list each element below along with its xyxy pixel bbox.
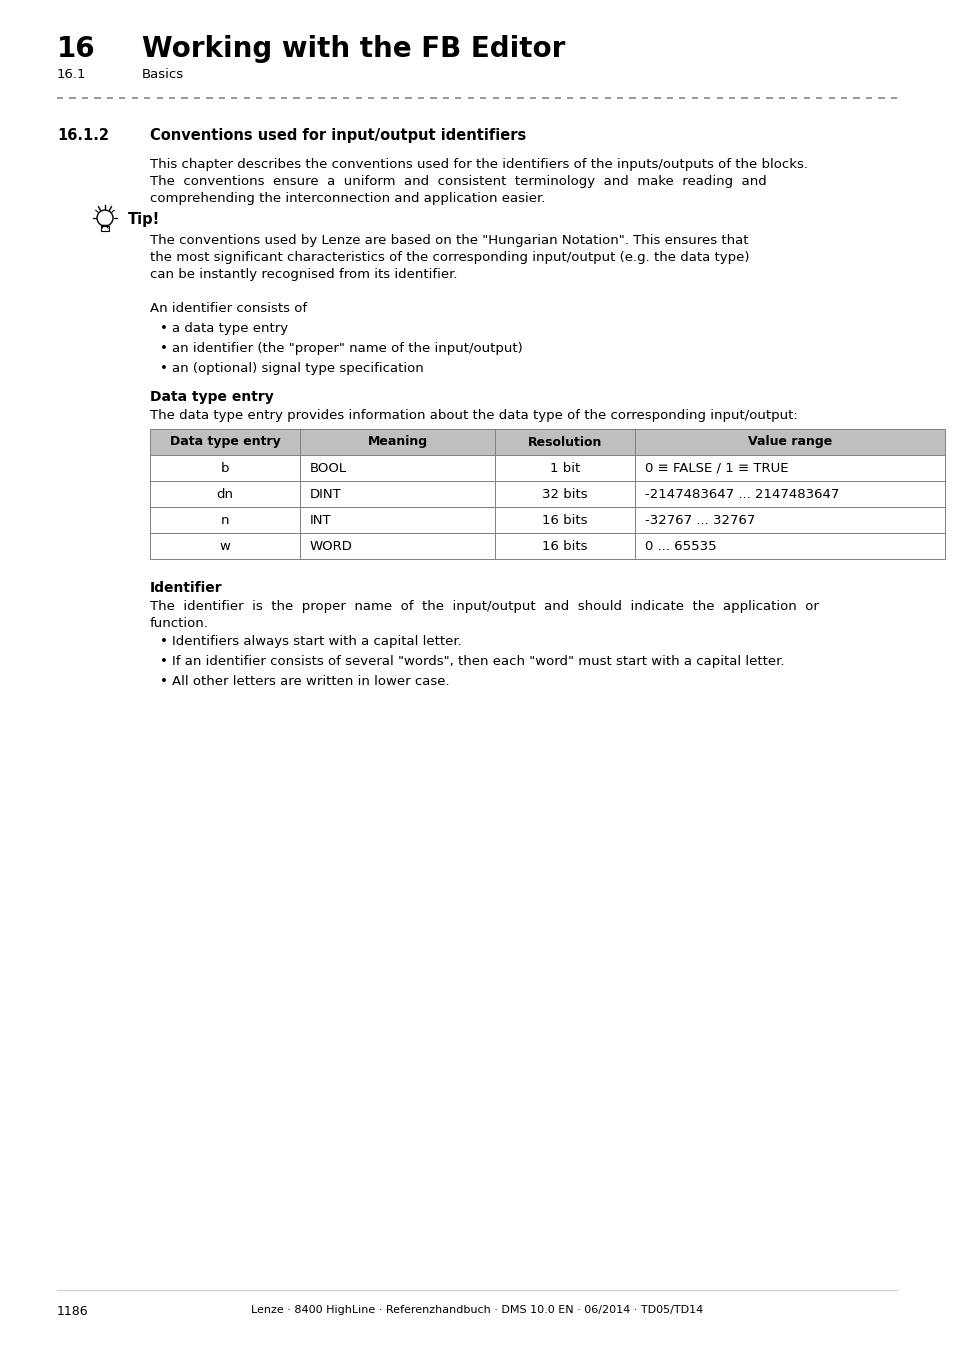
Text: function.: function. <box>150 617 209 630</box>
Text: Conventions used for input/output identifiers: Conventions used for input/output identi… <box>150 128 526 143</box>
Text: a data type entry: a data type entry <box>172 323 288 335</box>
Text: Data type entry: Data type entry <box>170 436 280 448</box>
Text: Identifier: Identifier <box>150 580 222 595</box>
Text: the most significant characteristics of the corresponding input/output (e.g. the: the most significant characteristics of … <box>150 251 749 265</box>
Text: 16 bits: 16 bits <box>541 540 587 552</box>
Text: BOOL: BOOL <box>310 462 347 474</box>
Text: All other letters are written in lower case.: All other letters are written in lower c… <box>172 675 449 688</box>
Bar <box>150 429 944 455</box>
Text: Resolution: Resolution <box>527 436 601 448</box>
Text: 16.1.2: 16.1.2 <box>57 128 109 143</box>
Text: Meaning: Meaning <box>367 436 427 448</box>
Bar <box>150 508 944 533</box>
Text: 16 bits: 16 bits <box>541 513 587 526</box>
Text: •: • <box>160 634 168 648</box>
Text: 16.1: 16.1 <box>57 68 87 81</box>
Text: -32767 ... 32767: -32767 ... 32767 <box>644 513 755 526</box>
Text: 1 bit: 1 bit <box>549 462 579 474</box>
Text: •: • <box>160 362 168 375</box>
Text: •: • <box>160 655 168 668</box>
Text: The  identifier  is  the  proper  name  of  the  input/output  and  should  indi: The identifier is the proper name of the… <box>150 599 818 613</box>
Text: 16: 16 <box>57 35 95 63</box>
Text: can be instantly recognised from its identifier.: can be instantly recognised from its ide… <box>150 269 457 281</box>
Text: 1186: 1186 <box>57 1305 89 1318</box>
Text: 0 ... 65535: 0 ... 65535 <box>644 540 716 552</box>
Text: This chapter describes the conventions used for the identifiers of the inputs/ou: This chapter describes the conventions u… <box>150 158 807 171</box>
Bar <box>101 225 109 231</box>
Text: n: n <box>220 513 229 526</box>
Text: an identifier (the "proper" name of the input/output): an identifier (the "proper" name of the … <box>172 342 522 355</box>
Text: Basics: Basics <box>142 68 184 81</box>
Text: Working with the FB Editor: Working with the FB Editor <box>142 35 565 63</box>
Text: b: b <box>220 462 229 474</box>
Text: •: • <box>160 675 168 688</box>
Text: comprehending the interconnection and application easier.: comprehending the interconnection and ap… <box>150 192 545 205</box>
Text: The data type entry provides information about the data type of the correspondin: The data type entry provides information… <box>150 409 797 423</box>
Bar <box>150 455 944 481</box>
Text: Identifiers always start with a capital letter.: Identifiers always start with a capital … <box>172 634 461 648</box>
Text: WORD: WORD <box>310 540 353 552</box>
Text: Lenze · 8400 HighLine · Referenzhandbuch · DMS 10.0 EN · 06/2014 · TD05/TD14: Lenze · 8400 HighLine · Referenzhandbuch… <box>251 1305 702 1315</box>
Text: 0 ≡ FALSE / 1 ≡ TRUE: 0 ≡ FALSE / 1 ≡ TRUE <box>644 462 788 474</box>
Text: If an identifier consists of several "words", then each "word" must start with a: If an identifier consists of several "wo… <box>172 655 783 668</box>
Text: 32 bits: 32 bits <box>541 487 587 501</box>
Text: •: • <box>160 342 168 355</box>
Text: Tip!: Tip! <box>128 212 160 227</box>
Bar <box>150 481 944 508</box>
Text: an (optional) signal type specification: an (optional) signal type specification <box>172 362 423 375</box>
Text: DINT: DINT <box>310 487 341 501</box>
Bar <box>150 533 944 559</box>
Text: The conventions used by Lenze are based on the "Hungarian Notation". This ensure: The conventions used by Lenze are based … <box>150 234 748 247</box>
Text: w: w <box>219 540 231 552</box>
Text: The  conventions  ensure  a  uniform  and  consistent  terminology  and  make  r: The conventions ensure a uniform and con… <box>150 176 766 188</box>
Text: •: • <box>160 323 168 335</box>
Text: An identifier consists of: An identifier consists of <box>150 302 307 315</box>
Text: Value range: Value range <box>747 436 831 448</box>
Text: -2147483647 ... 2147483647: -2147483647 ... 2147483647 <box>644 487 839 501</box>
Text: Data type entry: Data type entry <box>150 390 274 404</box>
Text: dn: dn <box>216 487 233 501</box>
Text: INT: INT <box>310 513 332 526</box>
